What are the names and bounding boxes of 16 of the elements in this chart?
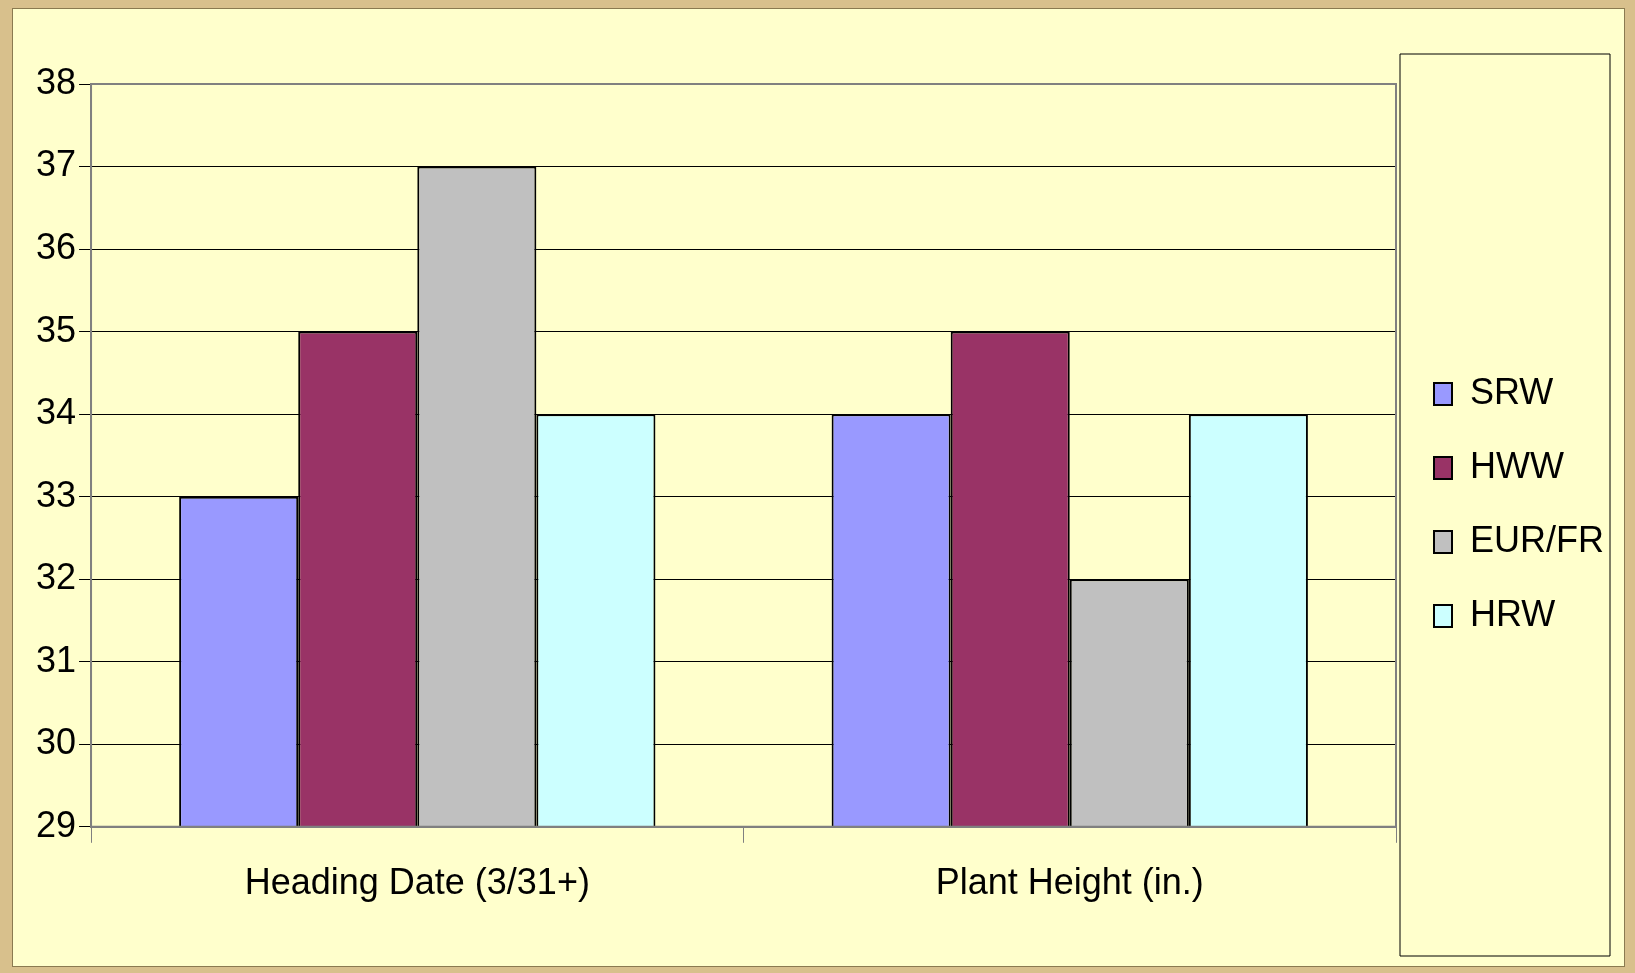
legend-label: HRW: [1470, 592, 1556, 634]
legend-label: HWW: [1470, 444, 1564, 486]
y-tick-label: 30: [36, 721, 77, 763]
y-tick-label: 34: [36, 391, 77, 433]
y-tick-label: 29: [36, 803, 77, 845]
y-tick-label: 38: [36, 60, 77, 102]
y-tick-label: 37: [36, 143, 77, 185]
x-tick-label: Heading Date (3/31+): [244, 861, 590, 903]
y-tick-label: 32: [36, 556, 77, 598]
y-tick-label: 35: [36, 308, 77, 350]
y-tick-label: 31: [36, 638, 77, 680]
legend-label: EUR/FR: [1470, 518, 1604, 560]
y-tick-label: 36: [36, 225, 77, 267]
x-tick-label: Plant Height (in.): [935, 861, 1204, 903]
y-tick-label: 33: [36, 473, 77, 515]
legend-label: SRW: [1470, 370, 1554, 412]
